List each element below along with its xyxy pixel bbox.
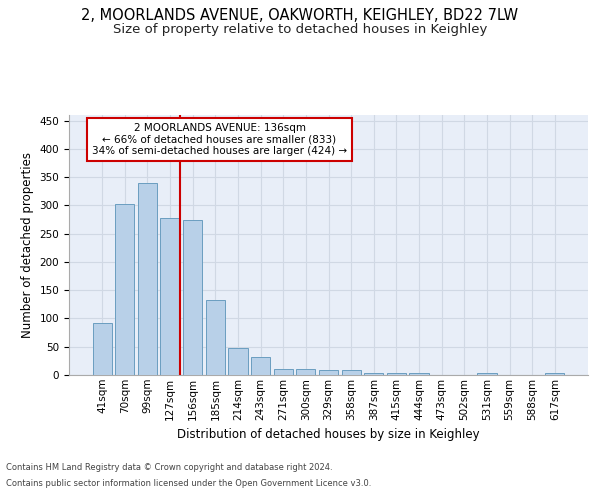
Bar	[364, 372, 383, 375]
Bar	[115, 204, 134, 375]
Bar	[409, 372, 428, 375]
Bar	[160, 218, 180, 375]
Bar	[387, 372, 406, 375]
Bar	[206, 300, 225, 375]
X-axis label: Distribution of detached houses by size in Keighley: Distribution of detached houses by size …	[177, 428, 480, 441]
Bar	[545, 374, 565, 375]
Bar	[251, 358, 270, 375]
Bar	[229, 348, 248, 375]
Bar	[274, 370, 293, 375]
Bar	[92, 323, 112, 375]
Bar	[319, 370, 338, 375]
Text: Contains HM Land Registry data © Crown copyright and database right 2024.: Contains HM Land Registry data © Crown c…	[6, 464, 332, 472]
Text: Contains public sector information licensed under the Open Government Licence v3: Contains public sector information licen…	[6, 478, 371, 488]
Bar	[296, 370, 316, 375]
Bar	[183, 220, 202, 375]
Y-axis label: Number of detached properties: Number of detached properties	[21, 152, 34, 338]
Bar	[341, 370, 361, 375]
Bar	[138, 183, 157, 375]
Bar	[477, 374, 497, 375]
Text: Size of property relative to detached houses in Keighley: Size of property relative to detached ho…	[113, 22, 487, 36]
Text: 2, MOORLANDS AVENUE, OAKWORTH, KEIGHLEY, BD22 7LW: 2, MOORLANDS AVENUE, OAKWORTH, KEIGHLEY,…	[82, 8, 518, 22]
Text: 2 MOORLANDS AVENUE: 136sqm
← 66% of detached houses are smaller (833)
34% of sem: 2 MOORLANDS AVENUE: 136sqm ← 66% of deta…	[92, 123, 347, 156]
